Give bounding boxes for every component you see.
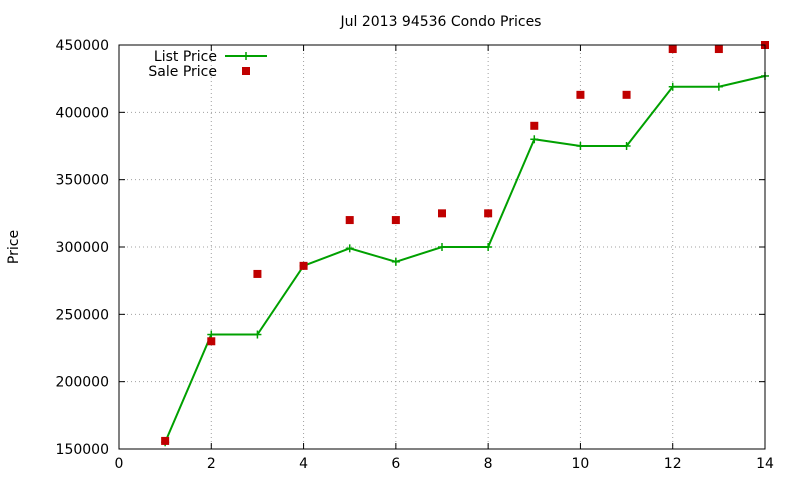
series-layer: [161, 41, 769, 447]
y-tick-label: 200000: [56, 375, 109, 391]
series-0-point: [576, 142, 585, 150]
legend-swatch-point: [242, 52, 250, 60]
legend-swatch-point: [242, 67, 250, 75]
series-1-point: [576, 90, 585, 99]
y-tick-label: 350000: [56, 173, 109, 189]
series-1-point: [345, 216, 354, 225]
x-tick-label: 10: [572, 456, 590, 472]
x-tick-label: 8: [484, 456, 493, 472]
series-0-point: [622, 142, 631, 150]
series-0-point: [438, 243, 446, 251]
x-tick-label: 14: [756, 456, 774, 472]
series-0-point: [668, 82, 677, 91]
legend-label: List Price: [154, 49, 217, 65]
y-axis-label: Price: [6, 230, 22, 264]
x-tick-label: 6: [391, 456, 400, 472]
y-tick-label: 400000: [56, 105, 109, 121]
y-tick-label: 150000: [56, 442, 109, 458]
series-0-point: [253, 330, 262, 339]
series-1-point: [299, 261, 308, 270]
x-tick-label: 0: [115, 456, 124, 472]
series-1-point: [484, 209, 493, 218]
plot-frame: [118, 44, 766, 450]
series-1-point: [714, 45, 723, 54]
series-0-point: [714, 82, 723, 91]
series-1-point: [391, 216, 400, 225]
series-1-point: [530, 121, 539, 130]
series-0-point: [391, 257, 400, 266]
y-tick-label: 300000: [56, 240, 109, 256]
series-1-point: [161, 436, 170, 445]
series-0-point: [207, 330, 216, 339]
y-tick-label: 250000: [56, 307, 109, 323]
series-1-point: [622, 90, 631, 99]
series-1-point: [438, 209, 446, 218]
series-1-point: [253, 269, 262, 278]
series-0-point: [530, 135, 539, 144]
x-tick-label: 12: [664, 456, 682, 472]
legend-label: Sale Price: [148, 64, 217, 80]
series-0-line: [164, 74, 766, 443]
x-tick-label: 2: [207, 456, 216, 472]
x-tick-label: 4: [299, 456, 308, 472]
series-0-point: [484, 243, 493, 251]
series-0-point: [345, 244, 354, 253]
grid: [119, 45, 765, 449]
y-tick-label: 450000: [56, 38, 109, 54]
series-1-point: [207, 337, 216, 346]
chart-title: Jul 2013 94536 Condo Prices: [340, 14, 542, 30]
series-1-point: [668, 45, 677, 54]
